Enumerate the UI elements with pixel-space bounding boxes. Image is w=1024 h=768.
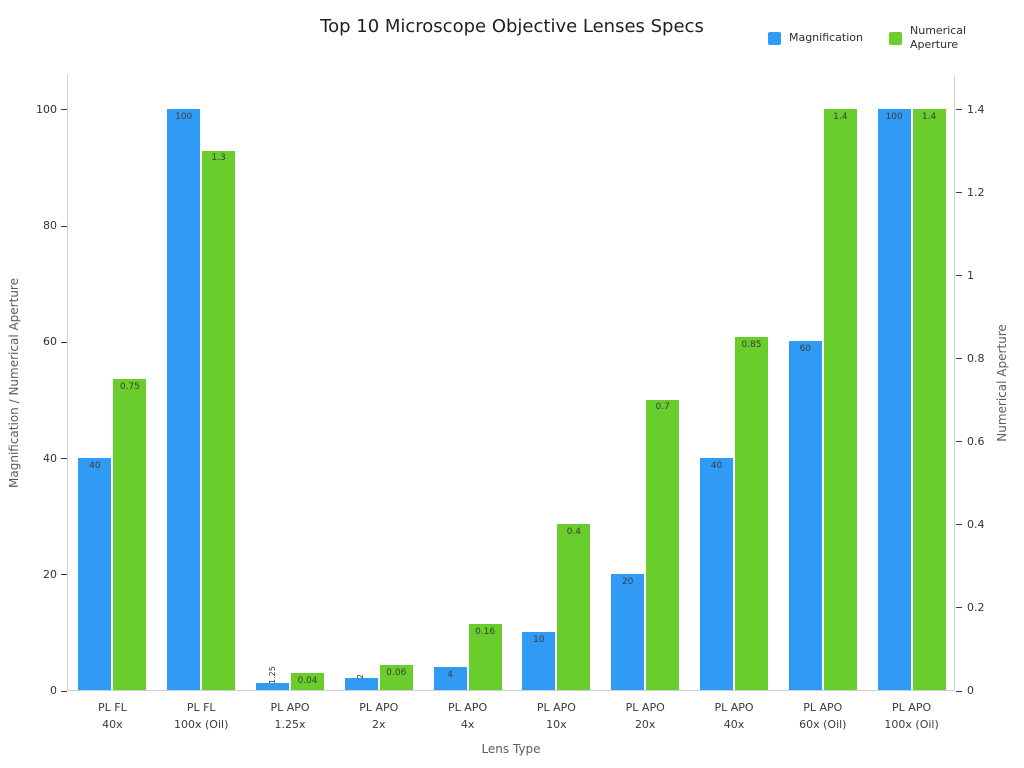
bar-magnification <box>78 457 112 690</box>
x-tick-label: PL FL 100x (Oil) <box>174 701 229 731</box>
x-tick-label: PL APO 100x (Oil) <box>884 701 939 731</box>
y-axis-right-tick-label: 0 <box>967 684 974 697</box>
y-axis-left-tick-label: 0 <box>50 684 57 697</box>
bar-numerical-aperture <box>113 378 147 690</box>
x-tick-label: PL FL 40x <box>98 701 127 731</box>
legend-swatch-magnification-icon <box>767 31 781 45</box>
y-axis-right-tick-label: 0.2 <box>967 600 985 614</box>
bar-magnification <box>788 341 822 690</box>
x-tick-label: PL APO 40x <box>714 701 754 731</box>
y-axis-right-tick <box>956 441 962 443</box>
y-axis-right-tick <box>956 192 962 194</box>
bar-magnification <box>877 108 911 690</box>
value-label: 20 <box>621 576 634 587</box>
value-label: 40 <box>710 460 723 471</box>
bar-magnification <box>344 678 378 690</box>
y-axis-right-tick-label: 1 <box>967 268 974 282</box>
legend-label-magnification: Magnification <box>788 31 863 45</box>
value-label: 0.04 <box>297 676 318 687</box>
legend-item-magnification: Magnification <box>767 31 863 45</box>
bar-magnification <box>522 631 556 690</box>
y-axis-right-tick <box>956 607 962 609</box>
x-tick-label: PL APO 60x (Oil) <box>799 701 847 731</box>
bar-numerical-aperture <box>735 337 768 690</box>
y-axis-left-tick <box>61 341 67 343</box>
value-label: 0.7 <box>655 402 670 413</box>
value-label: 2 <box>356 674 366 680</box>
plot-area: 0 20 40 60 80 100 0 0.2 0.4 0.6 0.8 1 1.2 1.4 PL FL 40… <box>36 75 985 731</box>
y-axis-right-tick <box>956 358 962 360</box>
value-label: 100 <box>175 111 193 122</box>
y-axis-left-tick-label: 100 <box>36 102 57 116</box>
y-axis-left-tick-label: 40 <box>43 451 57 465</box>
value-label: 1.25 <box>267 665 277 684</box>
bar-magnification <box>433 666 467 690</box>
value-label: 1.4 <box>921 111 937 122</box>
y-axis-right-tick-label: 1.4 <box>967 102 985 116</box>
bar-magnification <box>256 682 289 690</box>
x-tick-label: PL APO 2x <box>359 701 399 731</box>
bar-numerical-aperture <box>468 623 502 690</box>
y-axis-right-tick <box>956 109 962 111</box>
bar-magnification <box>611 573 645 690</box>
x-axis-title: Lens Type <box>481 742 541 756</box>
y-axis-right-tick <box>956 524 962 526</box>
x-tick-label: PL APO 20x <box>625 701 665 731</box>
bar-numerical-aperture <box>823 109 857 690</box>
value-label: 4 <box>447 669 453 680</box>
bar-numerical-aperture <box>202 150 236 690</box>
y-axis-left-tick <box>61 690 67 692</box>
bar-magnification <box>700 457 733 690</box>
y-axis-title-right: Numerical Aperture <box>995 324 1009 442</box>
value-label: 40 <box>89 460 101 471</box>
y-axis-right-tick <box>956 690 962 692</box>
x-tick-label: PL APO 4x <box>448 701 488 731</box>
y-axis-right-tick-label: 0.8 <box>967 351 985 365</box>
value-label: 0.4 <box>566 526 582 537</box>
bar-numerical-aperture <box>379 665 413 690</box>
value-label: 1.3 <box>211 153 226 164</box>
value-label: 60 <box>799 344 812 355</box>
value-label: 100 <box>885 111 903 122</box>
x-tick-label: PL APO 1.25x <box>270 701 310 731</box>
bar-numerical-aperture <box>557 524 591 690</box>
bar-numerical-aperture <box>646 399 680 690</box>
bar-numerical-aperture <box>291 673 324 690</box>
chart-title: Top 10 Microscope Objective Lenses Specs <box>320 16 704 37</box>
legend-label-numerical-aperture: Numerical Aperture <box>910 24 967 52</box>
value-label: 1.4 <box>833 111 848 122</box>
value-label: 0.85 <box>741 340 762 351</box>
y-axis-right-tick <box>956 275 962 277</box>
y-axis-left-tick <box>61 574 67 576</box>
bar-numerical-aperture <box>912 109 946 690</box>
legend-item-numerical-aperture: Numerical Aperture <box>889 24 968 53</box>
legend-swatch-numerical-aperture-icon <box>889 31 902 45</box>
value-label: 10 <box>533 634 545 645</box>
y-axis-left-tick <box>61 225 67 227</box>
y-axis-left-tick-label: 60 <box>43 335 57 349</box>
y-axis-right-tick-label: 0.6 <box>967 434 985 448</box>
value-label: 0.06 <box>386 668 407 679</box>
y-axis-left-tick-label: 80 <box>43 219 57 233</box>
y-axis-right-tick-label: 1.2 <box>967 185 985 199</box>
bar-magnification <box>167 108 201 690</box>
y-axis-left-tick <box>61 458 67 460</box>
value-label: 0.75 <box>119 381 140 392</box>
y-axis-left-tick <box>61 109 67 111</box>
y-axis-left-tick-label: 20 <box>43 567 57 581</box>
y-axis-right-tick-label: 0.4 <box>967 517 985 531</box>
value-label: 0.16 <box>475 626 496 637</box>
x-tick-label: PL APO 10x <box>536 701 576 731</box>
legend: Magnification Numerical Aperture <box>767 24 968 53</box>
